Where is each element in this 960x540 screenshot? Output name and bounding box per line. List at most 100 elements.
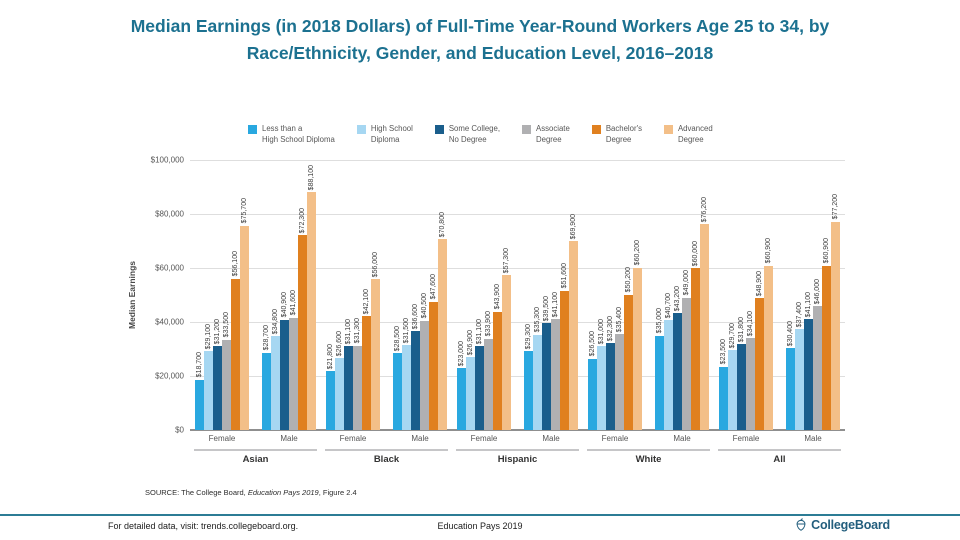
bar-bachelor-s-degree: [493, 311, 502, 430]
bar-value-label: $70,800: [439, 211, 446, 237]
gender-label: Female: [601, 434, 629, 443]
bar-column: $33,500: [222, 160, 231, 430]
bar-advanced-degree: [502, 275, 511, 430]
bar-value-label: $28,700: [263, 325, 270, 351]
bar-column: $56,000: [371, 160, 380, 430]
gender-label: Female: [470, 434, 498, 443]
y-tick-label: $0: [175, 425, 184, 435]
bar-value-label: $77,200: [832, 194, 839, 220]
gender-label: Female: [732, 434, 760, 443]
bar-column: $40,900: [280, 160, 289, 430]
bar-bachelor-s-degree: [755, 298, 764, 430]
bar-column: $60,000: [691, 160, 700, 430]
bar-value-label: $33,900: [485, 311, 492, 337]
bar-column: $39,500: [542, 160, 551, 430]
acorn-icon: [796, 518, 806, 531]
gridline: [190, 376, 845, 377]
bar-value-label: $31,100: [345, 318, 352, 344]
bar-value-label: $75,700: [241, 198, 248, 224]
legend-label: Less than a High School Diploma: [262, 124, 335, 144]
bar-value-label: $29,100: [205, 324, 212, 350]
bar-value-label: $29,700: [729, 322, 736, 348]
bar-bachelor-s-degree: [560, 290, 569, 430]
bar-column: $31,000: [597, 160, 606, 430]
bar-column: $35,400: [615, 160, 624, 430]
bar-column: $41,600: [289, 160, 298, 430]
bar-value-label: $49,000: [683, 270, 690, 296]
bar-column: $69,900: [569, 160, 578, 430]
bar-value-label: $60,900: [765, 238, 772, 264]
bar-chart: Median Earnings $0 $20,000 $40,000 $60,000 $…: [127, 156, 845, 490]
bar-value-label: $29,300: [525, 323, 532, 349]
bar-some-college-no-degree: [213, 345, 222, 430]
legend-label: Advanced Degree: [677, 124, 713, 144]
legend-swatch-icon: [356, 125, 366, 134]
bar-column: $31,300: [353, 160, 362, 430]
bar-column: $47,600: [429, 160, 438, 430]
bar-column: $32,300: [606, 160, 615, 430]
y-tick-label: $100,000: [150, 155, 184, 165]
bar-value-label: $41,600: [290, 290, 297, 316]
bar-value-label: $60,200: [634, 240, 641, 266]
bar-column: $23,500: [719, 160, 728, 430]
group-name: Asian: [242, 454, 269, 465]
bar-column: $31,800: [737, 160, 746, 430]
bar-column: $43,900: [493, 160, 502, 430]
gender-label: Male: [673, 434, 691, 443]
bar-column: $60,200: [633, 160, 642, 430]
gender-label: Male: [280, 434, 298, 443]
bar-value-label: $35,300: [534, 307, 541, 333]
legend-swatch-icon: [663, 125, 673, 134]
cluster-white-male: $35,000 $40,700 $43,200 $49,000 $60,000 $76,2…: [655, 160, 709, 430]
cluster-black-male: $28,500 $31,500 $36,600 $40,500 $47,600 $70,8…: [393, 160, 447, 430]
bar-value-label: $23,500: [720, 339, 727, 365]
bar-column: $28,500: [393, 160, 402, 430]
gender-label: Male: [804, 434, 822, 443]
bar-bachelor-s-degree: [298, 234, 307, 430]
bar-associate-degree: [746, 337, 755, 430]
bar-value-label: $26,600: [336, 330, 343, 357]
bar-value-label: $33,500: [223, 312, 230, 338]
bar-less-than-a-high-school-diploma: [262, 352, 271, 430]
bar-some-college-no-degree: [411, 331, 420, 430]
bar-some-college-no-degree: [344, 346, 353, 430]
bar-high-school-diploma: [664, 320, 673, 430]
cluster-hispanic-male: $29,300 $35,300 $39,500 $41,100 $51,600 $69,9…: [524, 160, 578, 430]
bar-column: $70,800: [438, 160, 447, 430]
bar-column: $37,400: [795, 160, 804, 430]
bar-value-label: $31,800: [738, 316, 745, 343]
footer-link-text: For detailed data, visit: trends.college…: [108, 521, 299, 531]
bar-column: $21,800: [326, 160, 335, 430]
cluster-hispanic-female: $23,000 $26,900 $31,100 $33,900 $43,900 $57,3…: [457, 160, 511, 430]
bar-value-label: $37,400: [796, 301, 803, 327]
gridlines: [190, 160, 845, 431]
legend-label: Associate Degree: [536, 124, 570, 144]
bar-column: $31,500: [402, 160, 411, 430]
gridline: [190, 214, 845, 215]
group-all: $23,500 $29,700 $31,800 $34,100 $48,900 $60,9…: [714, 160, 845, 465]
bar-column: $28,700: [262, 160, 271, 430]
collegeboard-logo: CollegeBoard: [794, 518, 890, 532]
bar-value-label: $40,900: [281, 292, 288, 318]
bar-advanced-degree: [569, 241, 578, 430]
bar-column: $41,100: [804, 160, 813, 430]
bar-value-label: $76,200: [701, 197, 708, 223]
bar-associate-degree: [551, 319, 560, 430]
bar-column: $29,100: [204, 160, 213, 430]
plot-area: $18,700 $29,100 $31,200 $33,500 $56,100 $75,7…: [190, 160, 845, 465]
bar-column: $35,000: [655, 160, 664, 430]
y-tick-label: $40,000: [155, 317, 184, 327]
group-underline: [717, 449, 842, 451]
bar-bachelor-s-degree: [429, 301, 438, 430]
bar-value-label: $56,100: [232, 251, 239, 277]
bar-advanced-degree: [240, 225, 249, 430]
bar-value-label: $31,300: [354, 318, 361, 344]
bar-value-label: $50,200: [625, 267, 632, 293]
bar-less-than-a-high-school-diploma: [655, 335, 664, 430]
legend-label: Some College, No Degree: [448, 124, 500, 144]
footer-report-title: Education Pays 2019: [437, 521, 523, 531]
bar-value-label: $39,500: [543, 296, 550, 322]
bar-less-than-a-high-school-diploma: [786, 347, 795, 430]
bar-column: $42,100: [362, 160, 371, 430]
